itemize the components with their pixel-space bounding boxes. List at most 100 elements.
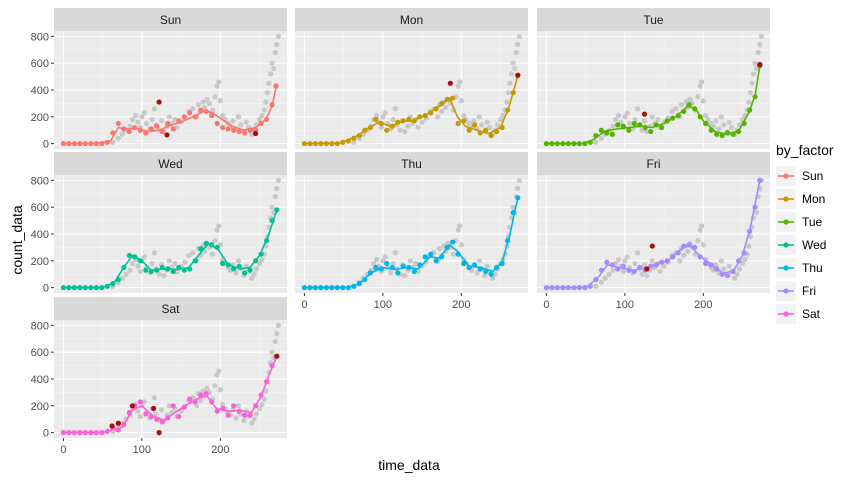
- background-point: [115, 135, 121, 141]
- series-point: [747, 107, 753, 113]
- background-point: [272, 338, 278, 345]
- series-point: [60, 141, 67, 147]
- background-point: [256, 260, 263, 267]
- series-point: [587, 139, 593, 145]
- series-points: [60, 207, 280, 291]
- background-point: [230, 118, 236, 124]
- background-point: [216, 79, 222, 85]
- background-point: [747, 234, 753, 240]
- series-point: [220, 124, 226, 131]
- series-point: [121, 264, 127, 271]
- facet-strip: [54, 152, 287, 175]
- background-point: [190, 106, 196, 112]
- series-point: [312, 141, 318, 147]
- series-point: [549, 141, 555, 147]
- x-tick-label: 200: [211, 444, 229, 456]
- series-point: [719, 132, 725, 139]
- background-point: [166, 114, 172, 120]
- series-point: [143, 267, 149, 273]
- series-point: [406, 264, 412, 271]
- series-point: [66, 141, 72, 147]
- series-point: [264, 238, 270, 244]
- series-point: [571, 285, 577, 291]
- background-point: [249, 420, 255, 426]
- series-point: [626, 127, 632, 133]
- background-point: [149, 260, 155, 267]
- series-point: [637, 122, 643, 128]
- series-point: [203, 108, 209, 115]
- background-point: [471, 118, 477, 124]
- background-point: [382, 254, 388, 260]
- series-point: [417, 262, 423, 268]
- series-point: [515, 195, 521, 201]
- series-point: [686, 102, 692, 108]
- series-point: [576, 285, 582, 291]
- background-point: [700, 242, 706, 248]
- background-point: [390, 116, 396, 123]
- series-point: [664, 118, 670, 124]
- series-point: [653, 262, 659, 268]
- legend-label: Wed: [802, 238, 826, 252]
- series-point: [93, 430, 99, 436]
- background-point: [750, 71, 757, 77]
- facet-strip-label: Sat: [161, 302, 180, 316]
- series-point: [231, 403, 237, 409]
- series-point: [752, 204, 758, 210]
- series-point: [242, 270, 248, 276]
- legend-label: Thu: [802, 261, 823, 275]
- background-point: [397, 127, 403, 133]
- background-point: [622, 258, 628, 264]
- y-tick-label: 600: [31, 58, 49, 70]
- series-point: [488, 132, 494, 139]
- series-point: [165, 266, 171, 272]
- series-point: [400, 118, 406, 124]
- background-point: [713, 262, 719, 268]
- background-point: [669, 108, 675, 115]
- background-point: [235, 114, 241, 120]
- series-point: [176, 413, 182, 420]
- background-point: [455, 83, 461, 89]
- legend-key-sun: Sun: [776, 166, 823, 186]
- background-point: [256, 116, 263, 123]
- legend-key-point: [783, 311, 789, 317]
- series-point: [165, 120, 171, 127]
- background-point: [746, 243, 752, 249]
- series-point: [71, 285, 77, 291]
- background-point: [755, 49, 761, 56]
- series-point: [626, 267, 632, 273]
- background-point: [233, 415, 239, 421]
- legend-label: Sun: [802, 169, 823, 183]
- series-point: [593, 276, 599, 283]
- background-point: [612, 116, 619, 123]
- series-point: [329, 285, 335, 291]
- background-point: [492, 271, 498, 277]
- background-point: [673, 106, 679, 112]
- series-point: [269, 102, 275, 108]
- facet-strip-label: Wed: [158, 157, 182, 171]
- legend-key-point: [783, 196, 789, 202]
- series-point: [269, 362, 275, 369]
- facet-strip: [537, 8, 770, 31]
- series-point: [395, 119, 401, 125]
- series-point: [455, 120, 461, 127]
- background-point: [119, 275, 125, 281]
- series-point: [121, 421, 127, 428]
- series-point: [571, 141, 577, 147]
- background-point: [378, 124, 384, 131]
- series-point: [340, 285, 346, 291]
- series-point: [736, 258, 742, 264]
- background-point: [728, 124, 735, 131]
- series-point: [598, 127, 604, 133]
- background-point: [392, 106, 399, 112]
- background-point: [266, 80, 272, 86]
- background-point: [271, 65, 277, 72]
- background-point: [243, 119, 249, 125]
- background-point: [402, 272, 408, 279]
- background-point: [754, 209, 760, 216]
- series-point: [231, 127, 237, 133]
- background-point: [135, 408, 141, 414]
- background-point: [516, 177, 522, 183]
- series-point: [389, 123, 395, 129]
- series-point: [225, 262, 231, 268]
